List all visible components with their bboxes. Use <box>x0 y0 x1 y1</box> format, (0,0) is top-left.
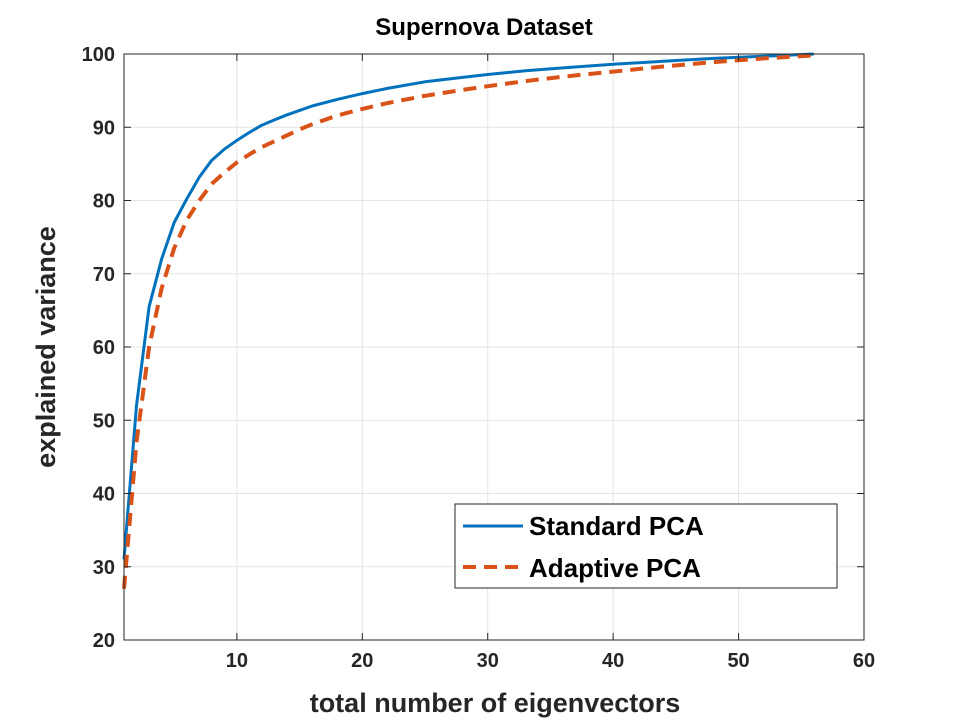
series-line-standard-pca <box>122 52 814 560</box>
series-line-adaptive-pca <box>122 53 814 589</box>
y-tick-label: 60 <box>93 337 115 359</box>
legend: Standard PCA Adaptive PCA <box>454 503 838 589</box>
y-tick-label: 30 <box>93 557 115 579</box>
y-tick-label: 40 <box>93 484 115 506</box>
x-tick-label: 20 <box>351 650 373 672</box>
series-group <box>122 52 814 589</box>
y-tick-label: 20 <box>93 630 115 652</box>
legend-box <box>454 503 838 589</box>
legend-label-standard-pca: Standard PCA <box>529 511 704 541</box>
x-tick-label: 30 <box>477 650 499 672</box>
y-tick-label: 80 <box>93 191 115 213</box>
y-tick-label: 100 <box>82 44 115 66</box>
y-tick-label: 90 <box>93 117 115 139</box>
legend-label-adaptive-pca: Adaptive PCA <box>529 553 701 583</box>
tick-labels: 10 20 30 40 50 60 20 30 40 50 60 70 80 90 100 <box>82 44 876 672</box>
y-axis-label: explained variance <box>31 226 61 468</box>
x-tick-label: 60 <box>853 650 875 672</box>
y-tick-label: 50 <box>93 410 115 432</box>
y-tick-label: 70 <box>93 264 115 286</box>
chart-title: Supernova Dataset <box>375 14 592 41</box>
x-axis-label: total number of eigenvectors <box>310 688 681 718</box>
x-tick-label: 50 <box>727 650 749 672</box>
x-tick-label: 10 <box>226 650 248 672</box>
x-tick-label: 40 <box>602 650 624 672</box>
ticks <box>124 53 865 641</box>
